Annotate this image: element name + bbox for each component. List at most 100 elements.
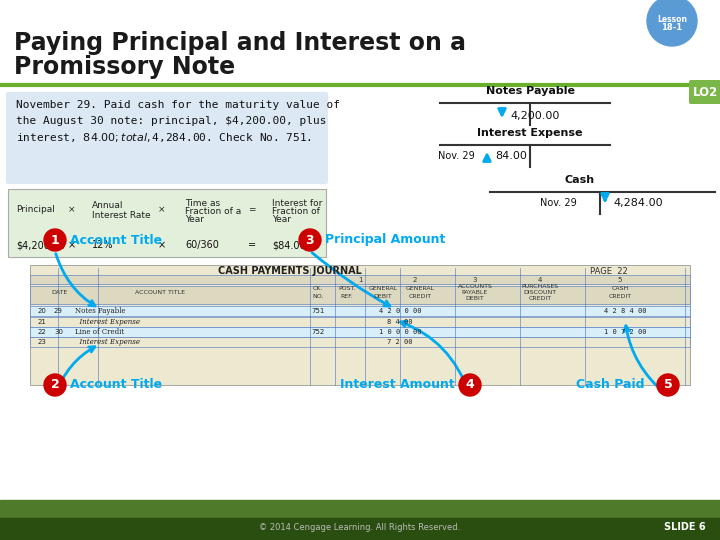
Bar (30, 265, 690, 385)
Text: Principal: Principal (16, 206, 55, 214)
Text: Account Title: Account Title (70, 233, 162, 246)
Text: ACCOUNT TITLE: ACCOUNT TITLE (135, 291, 185, 295)
Text: DEBIT: DEBIT (374, 294, 392, 300)
Text: Interest Rate: Interest Rate (92, 211, 150, 219)
FancyBboxPatch shape (6, 92, 328, 184)
Text: Notes Payable: Notes Payable (75, 307, 125, 315)
Text: PAGE  22: PAGE 22 (590, 267, 628, 275)
Text: PAYABLE: PAYABLE (462, 291, 488, 295)
Text: GENERAL: GENERAL (369, 287, 397, 292)
Text: ×: × (158, 240, 166, 250)
Text: Year: Year (185, 214, 204, 224)
Text: 3: 3 (306, 233, 315, 246)
Text: Fraction of a: Fraction of a (185, 206, 241, 215)
Text: 5: 5 (618, 277, 622, 283)
Text: Promissory Note: Promissory Note (14, 55, 235, 79)
Text: DEBIT: DEBIT (466, 296, 485, 301)
Text: Annual: Annual (92, 201, 124, 211)
Text: 20: 20 (38, 308, 47, 314)
Text: interest, $84.00; total, $4,284.00. Check No. 751.: interest, $84.00; total, $4,284.00. Chec… (16, 131, 312, 144)
Text: Cash: Cash (565, 175, 595, 185)
Text: 18-1: 18-1 (662, 23, 683, 31)
Text: 84.00: 84.00 (495, 151, 527, 161)
Circle shape (299, 229, 321, 251)
Text: 4,284.00: 4,284.00 (613, 198, 662, 208)
Text: DATE: DATE (52, 291, 68, 295)
Text: Lesson: Lesson (657, 15, 687, 24)
Text: DISCOUNT: DISCOUNT (523, 291, 557, 295)
Text: 2: 2 (50, 379, 59, 392)
Circle shape (44, 374, 66, 396)
Text: 4: 4 (466, 379, 474, 392)
Text: 4 2 0 0 00: 4 2 0 0 00 (379, 308, 421, 314)
Text: 1: 1 (50, 233, 59, 246)
Text: 4,200.00: 4,200.00 (510, 111, 559, 121)
Text: Interest Amount: Interest Amount (340, 379, 455, 392)
Text: Interest Expense: Interest Expense (75, 338, 140, 346)
Text: Line of Credit: Line of Credit (75, 328, 124, 336)
Text: 30: 30 (54, 329, 63, 335)
Text: Cash Paid: Cash Paid (576, 379, 644, 392)
Circle shape (647, 0, 697, 46)
Text: =: = (248, 206, 256, 214)
Text: 2: 2 (413, 277, 417, 283)
Text: 5: 5 (664, 379, 672, 392)
Text: 8 4 00: 8 4 00 (387, 319, 413, 325)
Text: POST.: POST. (338, 287, 356, 292)
Text: Year: Year (272, 214, 291, 224)
Text: CK.: CK. (312, 287, 323, 292)
Bar (30, 337, 690, 347)
Text: ×: × (68, 240, 76, 250)
Text: CREDIT: CREDIT (528, 296, 552, 301)
Text: 1: 1 (358, 277, 362, 283)
Text: Notes Payable: Notes Payable (485, 86, 575, 96)
Text: CREDIT: CREDIT (608, 294, 631, 300)
Text: the August 30 note: principal, $4,200.00, plus: the August 30 note: principal, $4,200.00… (16, 116, 326, 126)
Text: LO2: LO2 (693, 85, 718, 98)
Text: 12%: 12% (92, 240, 114, 250)
Text: © 2014 Cengage Learning. All Rights Reserved.: © 2014 Cengage Learning. All Rights Rese… (259, 523, 461, 531)
Text: 1 0 0 0 00: 1 0 0 0 00 (379, 329, 421, 335)
Text: 22: 22 (38, 329, 47, 335)
Text: 23: 23 (38, 339, 47, 345)
Text: 752: 752 (311, 329, 325, 335)
Text: ×: × (68, 206, 76, 214)
Circle shape (459, 374, 481, 396)
Text: CREDIT: CREDIT (408, 294, 431, 300)
Text: CASH: CASH (611, 287, 629, 292)
Bar (0, 500, 720, 518)
Text: Fraction of: Fraction of (272, 206, 320, 215)
Text: 21: 21 (38, 319, 47, 325)
Text: November 29. Paid cash for the maturity value of: November 29. Paid cash for the maturity … (16, 100, 340, 110)
Text: 7 2 00: 7 2 00 (387, 339, 413, 345)
Bar (30, 286, 690, 304)
FancyBboxPatch shape (689, 80, 720, 104)
Circle shape (44, 229, 66, 251)
Text: PURCHASES: PURCHASES (521, 285, 559, 289)
Text: Nov. 29: Nov. 29 (438, 151, 474, 161)
Bar (30, 306, 690, 316)
Text: 4: 4 (538, 277, 542, 283)
Text: 1 0 7 2 00: 1 0 7 2 00 (604, 329, 647, 335)
Text: ACCOUNTS: ACCOUNTS (458, 285, 492, 289)
Text: 3: 3 (473, 277, 477, 283)
Circle shape (657, 374, 679, 396)
Bar (30, 317, 690, 327)
Text: 29: 29 (54, 308, 63, 314)
Text: GENERAL: GENERAL (405, 287, 435, 292)
Text: NO.: NO. (312, 294, 324, 300)
Text: ×: × (158, 206, 166, 214)
FancyBboxPatch shape (8, 189, 326, 257)
Text: Principal Amount: Principal Amount (325, 233, 446, 246)
Text: Paying Principal and Interest on a: Paying Principal and Interest on a (14, 31, 466, 55)
Text: SLIDE 6: SLIDE 6 (664, 522, 706, 532)
Text: $4,200.00: $4,200.00 (16, 240, 65, 250)
Text: =: = (248, 240, 256, 250)
Text: 4 2 8 4 00: 4 2 8 4 00 (604, 308, 647, 314)
Bar (30, 327, 690, 337)
Text: $84.00: $84.00 (272, 240, 305, 250)
Text: 751: 751 (311, 308, 325, 314)
Text: CASH PAYMENTS JOURNAL: CASH PAYMENTS JOURNAL (218, 266, 362, 276)
Text: Interest Expense: Interest Expense (75, 318, 140, 326)
Text: Nov. 29: Nov. 29 (540, 198, 577, 208)
